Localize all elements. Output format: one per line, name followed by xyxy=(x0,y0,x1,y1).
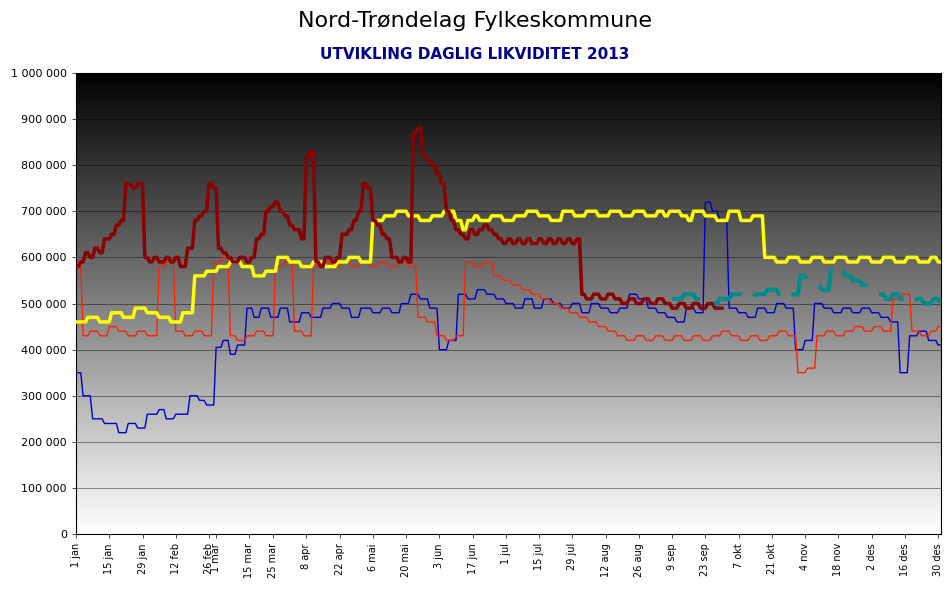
Text: UTVIKLING DAGLIG LIKVIDITET 2013: UTVIKLING DAGLIG LIKVIDITET 2013 xyxy=(320,47,630,63)
Text: Nord-Trøndelag Fylkeskommune: Nord-Trøndelag Fylkeskommune xyxy=(298,11,652,31)
